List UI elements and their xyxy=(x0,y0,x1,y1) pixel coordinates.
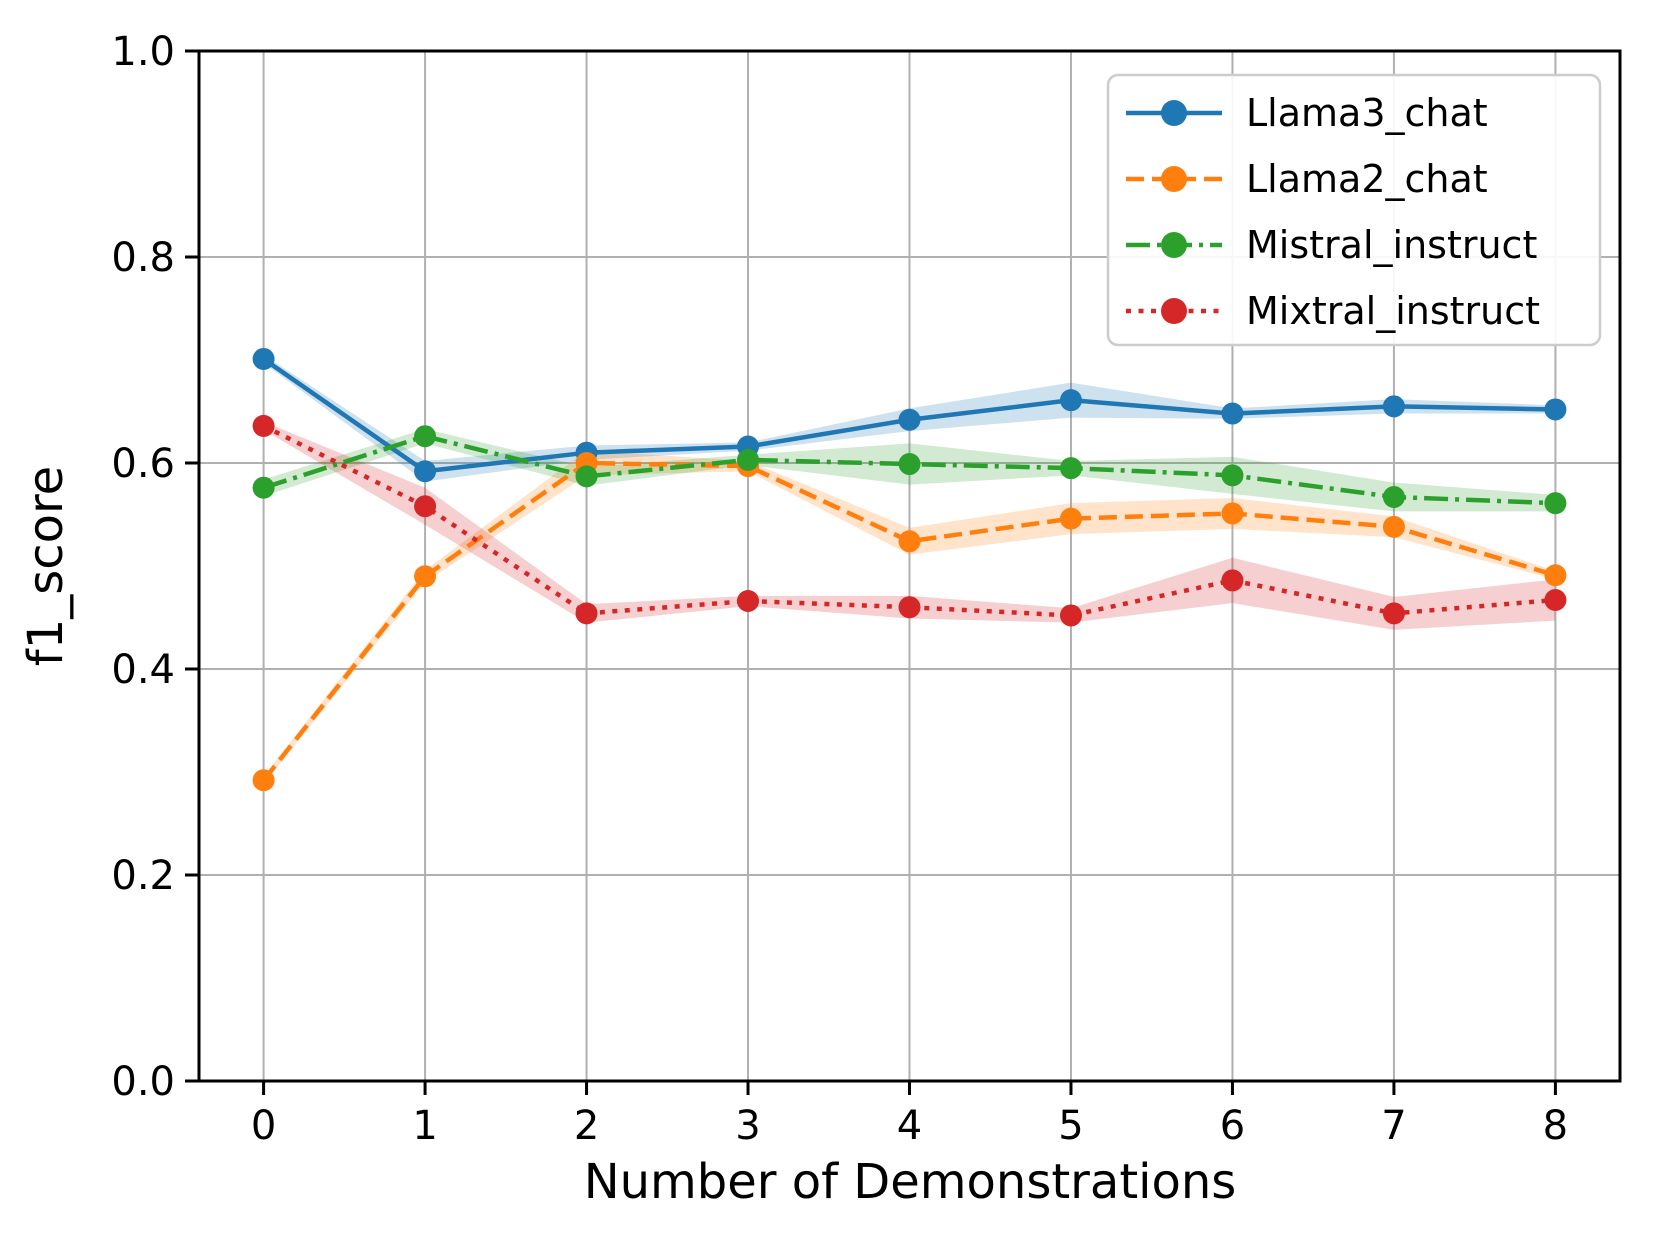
data-point-Mistral_instruct xyxy=(414,425,437,448)
data-point-Mistral_instruct xyxy=(737,448,760,471)
x-tick-label: 0 xyxy=(251,1103,276,1149)
y-axis-label: f1_score xyxy=(18,466,74,666)
data-point-Mixtral_instruct xyxy=(1544,588,1567,611)
x-tick-label: 2 xyxy=(574,1103,599,1149)
data-point-Mistral_instruct xyxy=(1059,457,1082,480)
data-point-Mistral_instruct xyxy=(252,476,275,499)
legend-swatch-marker-Mistral_instruct xyxy=(1161,232,1187,258)
data-point-Llama3_chat xyxy=(252,347,275,370)
legend-label-Llama3_chat: Llama3_chat xyxy=(1246,91,1488,135)
data-point-Llama2_chat xyxy=(1544,564,1567,587)
x-tick-label: 8 xyxy=(1543,1103,1568,1149)
data-point-Mixtral_instruct xyxy=(737,590,760,613)
data-point-Llama3_chat xyxy=(1059,389,1082,412)
data-point-Mistral_instruct xyxy=(1221,464,1244,487)
x-tick-label: 6 xyxy=(1220,1103,1245,1149)
data-point-Llama3_chat xyxy=(414,460,437,483)
x-tick-label: 4 xyxy=(897,1103,922,1149)
y-tick-label: 0.8 xyxy=(111,235,175,281)
data-point-Llama3_chat xyxy=(898,408,921,431)
legend-swatch-marker-Mixtral_instruct xyxy=(1161,298,1187,324)
legend-label-Llama2_chat: Llama2_chat xyxy=(1246,157,1488,201)
series-markers xyxy=(252,347,1567,792)
axis-ticks xyxy=(185,49,1557,1095)
data-point-Mixtral_instruct xyxy=(898,596,921,619)
y-tick-labels: 0.0 0.2 0.4 0.6 0.8 1.0 xyxy=(111,29,175,1105)
legend-box xyxy=(1106,73,1602,347)
data-point-Llama2_chat xyxy=(1221,502,1244,525)
legend-label-Mixtral_instruct: Mixtral_instruct xyxy=(1246,289,1540,333)
data-point-Mistral_instruct xyxy=(898,453,921,476)
x-axis-label: Number of Demonstrations xyxy=(584,1154,1237,1210)
legend: Llama3_chat Llama2_chat Mistral_instruct Mi… xyxy=(1106,73,1602,347)
data-point-Mistral_instruct xyxy=(1544,492,1567,515)
legend-swatch-marker-Llama2_chat xyxy=(1161,166,1187,192)
data-point-Mixtral_instruct xyxy=(575,602,598,625)
data-point-Llama3_chat xyxy=(1221,402,1244,425)
x-tick-label: 1 xyxy=(412,1103,437,1149)
data-point-Llama2_chat xyxy=(252,769,275,792)
data-point-Mixtral_instruct xyxy=(414,495,437,518)
series-line-Mistral_instruct xyxy=(262,433,1556,506)
x-tick-label: 3 xyxy=(735,1103,760,1149)
legend-label-Mistral_instruct: Mistral_instruct xyxy=(1246,223,1537,267)
data-point-Llama2_chat xyxy=(1382,515,1405,538)
data-point-Llama2_chat xyxy=(414,565,437,588)
legend-swatch-marker-Llama3_chat xyxy=(1161,100,1187,126)
y-tick-label: 0.4 xyxy=(111,647,175,693)
data-point-Llama3_chat xyxy=(1544,398,1567,421)
x-tick-label: 5 xyxy=(1058,1103,1083,1149)
y-tick-label: 0.2 xyxy=(111,853,175,899)
data-point-Mixtral_instruct xyxy=(1382,602,1405,625)
data-point-Mistral_instruct xyxy=(575,465,598,488)
y-tick-label: 0.6 xyxy=(111,441,175,487)
data-point-Mixtral_instruct xyxy=(252,414,275,437)
data-point-Llama2_chat xyxy=(898,530,921,553)
data-point-Llama3_chat xyxy=(1382,395,1405,418)
x-tick-label: 7 xyxy=(1381,1103,1406,1149)
data-point-Llama2_chat xyxy=(1059,507,1082,530)
y-tick-label: 1.0 xyxy=(111,29,175,75)
x-tick-labels: 0 1 2 3 4 5 6 7 8 xyxy=(251,1103,1568,1149)
data-point-Mistral_instruct xyxy=(1382,485,1405,508)
data-point-Mixtral_instruct xyxy=(1221,569,1244,592)
data-point-Mixtral_instruct xyxy=(1059,604,1082,627)
y-tick-label: 0.0 xyxy=(111,1059,175,1105)
